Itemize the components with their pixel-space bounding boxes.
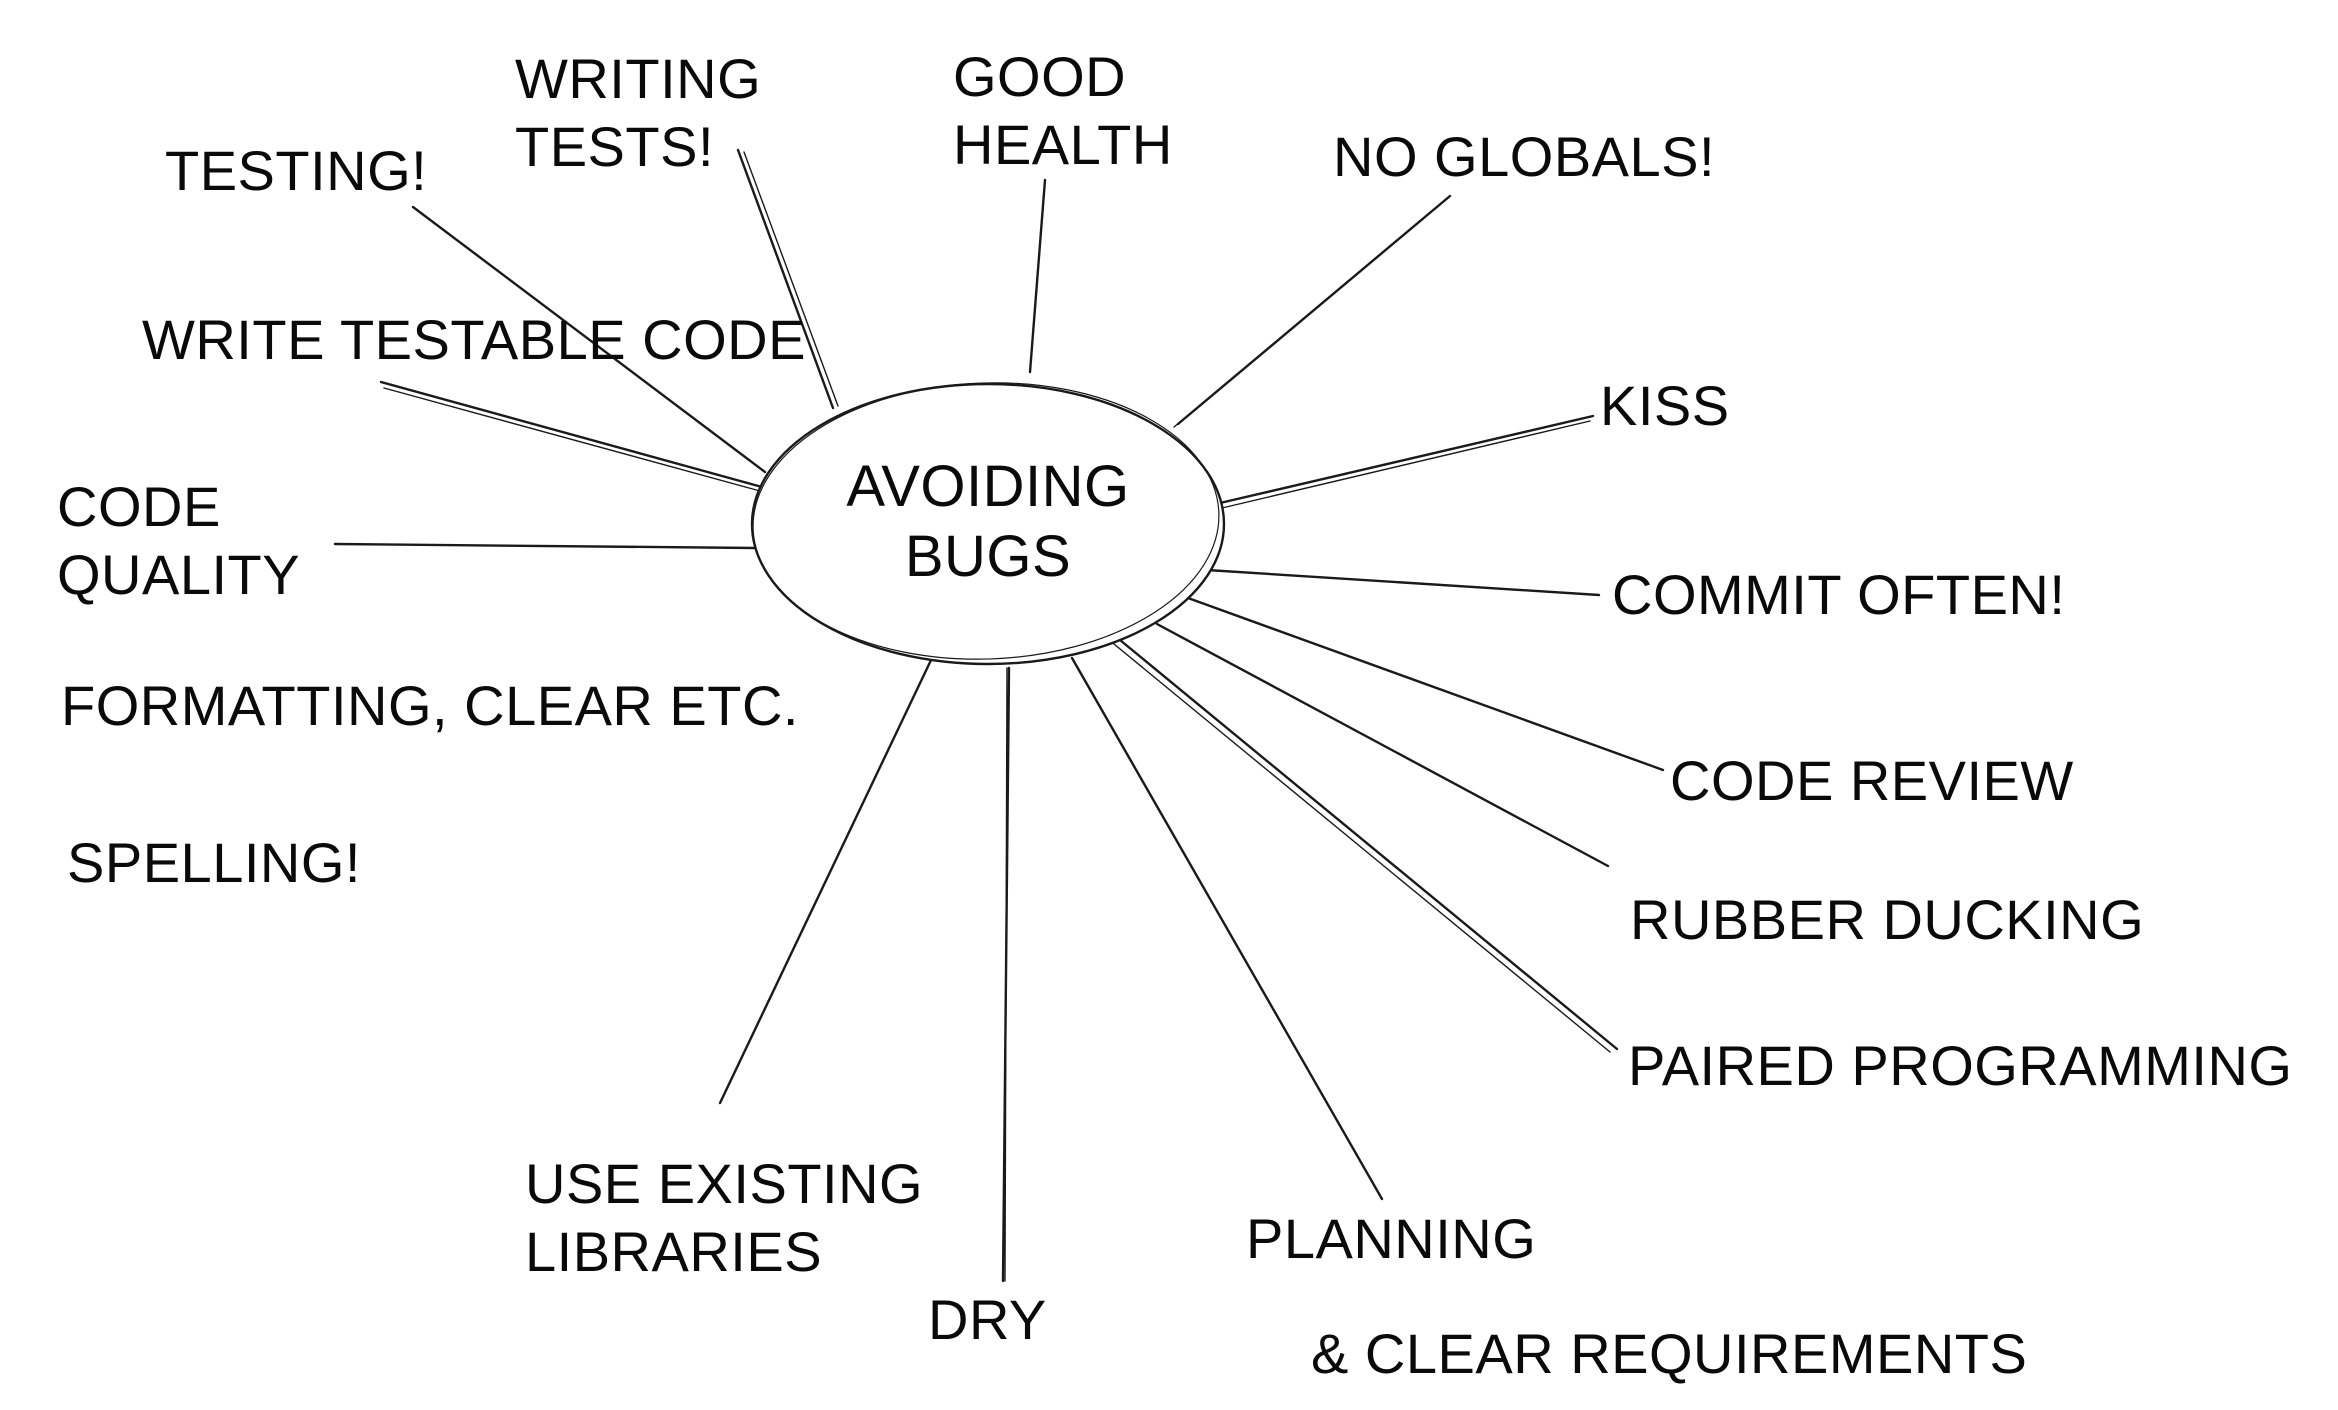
branch-dry-text: DRY	[928, 1288, 1047, 1351]
connector-paired-programming-sketch	[1113, 643, 1611, 1053]
connector-kiss-sketch	[1221, 420, 1591, 509]
branch-use-existing-libraries-line-2: LIBRARIES	[525, 1220, 823, 1283]
branch-code-review: CODE REVIEW	[1670, 747, 2074, 815]
branch-testing: TESTING!	[165, 137, 427, 205]
branch-write-testable-code-text: WRITE TESTABLE CODE	[142, 308, 806, 371]
branch-code-review-text: CODE REVIEW	[1670, 749, 2074, 812]
center-node-ellipse-sketch	[752, 382, 1220, 660]
connector-code-review	[1186, 596, 1665, 772]
branch-planning-text: PLANNING	[1246, 1207, 1537, 1270]
branch-writing-tests: WRITING TESTS!	[515, 45, 761, 181]
center-node-line-1: AVOIDING	[846, 454, 1130, 519]
connector-lines	[333, 148, 1665, 1283]
connector-code-quality	[333, 542, 757, 550]
connector-write-testable-code-sketch	[383, 387, 761, 492]
branch-rubber-ducking: RUBBER DUCKING	[1630, 886, 2144, 954]
center-node-label: AVOIDING BUGS	[838, 452, 1138, 592]
branch-rubber-ducking-text: RUBBER DUCKING	[1630, 888, 2145, 951]
branch-dry: DRY	[928, 1286, 1047, 1354]
branch-use-existing-libraries-line-1: USE EXISTING	[525, 1152, 924, 1215]
note-formatting: FORMATTING, CLEAR ETC.	[61, 672, 799, 740]
note-clear-requirements: & CLEAR REQUIREMENTS	[1311, 1320, 2027, 1388]
branch-code-quality-line-1: CODE	[57, 475, 221, 538]
connector-paired-programming	[1118, 638, 1619, 1051]
branch-paired-programming-text: PAIRED PROGRAMMING	[1628, 1034, 2293, 1097]
branch-commit-often-text: COMMIT OFTEN!	[1612, 563, 2066, 626]
connector-writing-tests-sketch	[743, 151, 839, 407]
branch-good-health: GOOD HEALTH	[953, 43, 1173, 179]
branch-kiss-text: KISS	[1600, 374, 1730, 437]
branch-code-quality-line-2: QUALITY	[57, 543, 301, 606]
connector-planning	[1070, 656, 1384, 1201]
connector-kiss	[1218, 414, 1595, 505]
branch-write-testable-code: WRITE TESTABLE CODE	[142, 306, 806, 374]
branch-paired-programming: PAIRED PROGRAMMING	[1628, 1032, 2292, 1100]
connector-testing	[411, 205, 767, 474]
branch-planning: PLANNING	[1246, 1205, 1536, 1273]
center-node-line-2: BUGS	[904, 524, 1072, 589]
branch-no-globals-text: NO GLOBALS!	[1333, 125, 1716, 188]
connector-commit-often	[1205, 568, 1601, 597]
connector-dry-sketch	[1004, 667, 1008, 1282]
branch-kiss: KISS	[1600, 372, 1730, 440]
note-spelling: SPELLING!	[67, 829, 361, 897]
note-clear-requirements-text: & CLEAR REQUIREMENTS	[1311, 1322, 2028, 1385]
connector-no-globals-sketch	[1173, 199, 1446, 428]
connector-use-existing-libraries	[718, 656, 934, 1105]
center-node-ellipse	[750, 382, 1226, 666]
branch-code-quality: CODE QUALITY	[57, 473, 300, 609]
branch-writing-tests-line-1: WRITING	[515, 47, 762, 110]
branch-testing-text: TESTING!	[165, 139, 428, 202]
branch-good-health-line-2: HEALTH	[953, 113, 1173, 176]
connector-good-health	[1028, 178, 1047, 374]
branch-no-globals: NO GLOBALS!	[1333, 123, 1715, 191]
branch-good-health-line-1: GOOD	[953, 45, 1127, 108]
branch-use-existing-libraries: USE EXISTING LIBRARIES	[525, 1150, 923, 1286]
branch-commit-often: COMMIT OFTEN!	[1612, 561, 2065, 629]
connector-writing-tests	[736, 148, 835, 410]
note-spelling-text: SPELLING!	[67, 831, 361, 894]
connector-rubber-ducking	[1155, 622, 1610, 868]
branch-writing-tests-line-2: TESTS!	[515, 115, 715, 178]
note-formatting-text: FORMATTING, CLEAR ETC.	[61, 674, 799, 737]
connector-write-testable-code	[379, 380, 764, 489]
